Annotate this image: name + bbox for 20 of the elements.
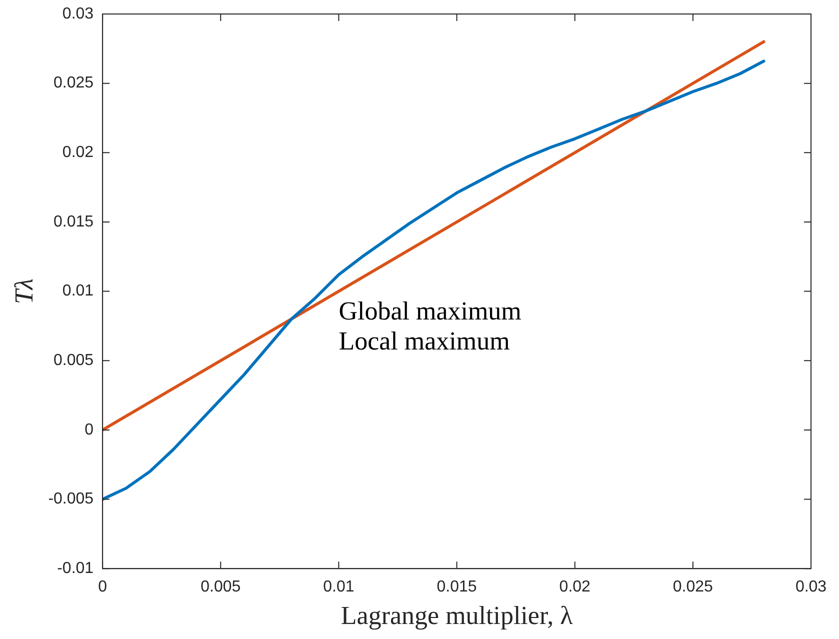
y-tick-label: 0.03	[62, 5, 94, 22]
x-tick-label: 0.015	[436, 578, 477, 596]
x-tick-label: 0.03	[795, 578, 827, 596]
y-tick-label: 0.02	[62, 144, 94, 162]
y-tick-label: 0	[84, 421, 94, 438]
x-axis-title: Lagrange multiplier, λ	[340, 601, 574, 630]
x-tick-label: 0	[98, 578, 108, 596]
x-tick-label: 0.025	[672, 578, 714, 596]
y-tick-label: 0.015	[54, 213, 94, 230]
x-tick-label: 0.005	[200, 578, 241, 596]
y-tick-label: -0.01	[57, 560, 94, 578]
y-tick-label: 0.025	[54, 74, 94, 92]
x-tick-label: 0.01	[323, 578, 354, 596]
y-tick-label: 0.005	[54, 352, 94, 370]
y-tick-label: 0.01	[62, 282, 94, 300]
annotation: Global maximum	[338, 296, 522, 326]
x-tick-label: 0.02	[559, 578, 591, 596]
y-tick-label: -0.005	[48, 490, 94, 508]
annotation: Local maximum	[338, 326, 510, 356]
y-axis-title: Tλ	[9, 278, 38, 304]
